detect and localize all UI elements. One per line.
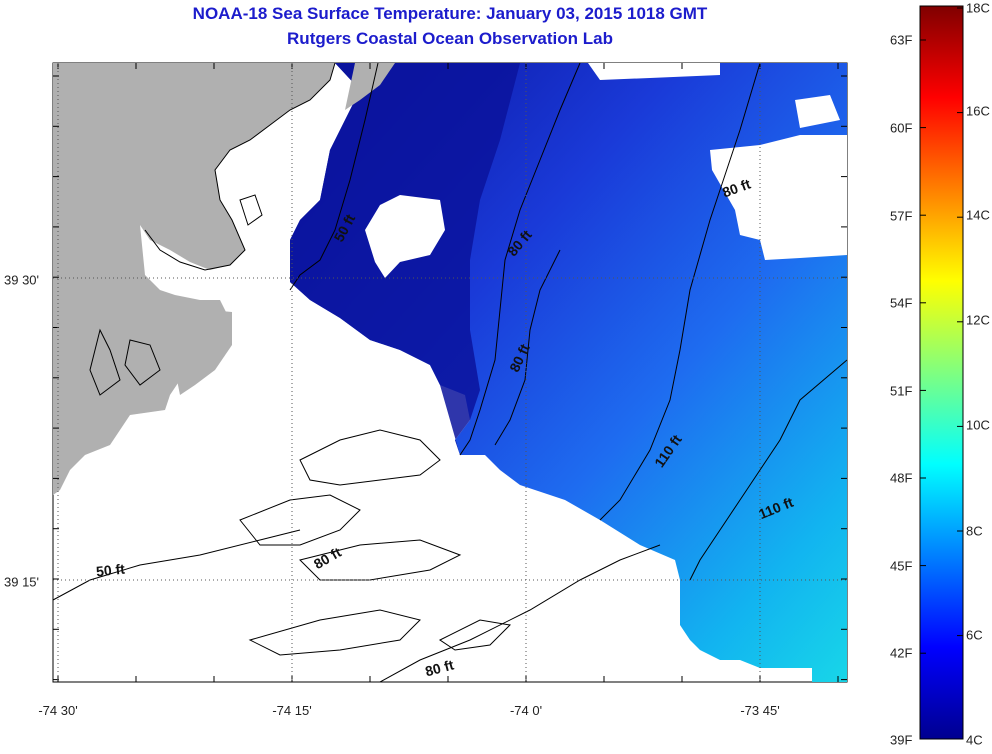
contour-110ft <box>689 359 847 581</box>
cloud-gap <box>710 135 847 260</box>
colorbar-label-f: 60F <box>890 120 913 136</box>
colorbar-ticks <box>920 7 963 654</box>
contour-80ft-south <box>379 544 661 682</box>
coastline <box>124 339 161 386</box>
x-tick-label: -73 45' <box>740 703 780 718</box>
colorbar-label-f: 45F <box>890 558 913 574</box>
land <box>53 63 335 495</box>
contour-label: 50 ft <box>95 560 126 580</box>
contour-80ft <box>494 249 561 446</box>
colorbar-label-f: 54F <box>890 295 913 311</box>
colorbar <box>919 5 964 740</box>
colorbar-label-c: 10C <box>966 417 990 433</box>
map-subtitle: Rutgers Coastal Ocean Observation Lab <box>287 29 613 48</box>
y-tick-label: 39 15' <box>4 574 40 590</box>
contour-shelf <box>248 609 421 656</box>
colorbar-label-f: 51F <box>890 383 913 399</box>
y-tick-label: 39 30' <box>4 272 40 288</box>
colorbar-label-c: 12C <box>966 312 990 328</box>
land <box>345 63 395 110</box>
contour-80ft <box>459 63 581 456</box>
contour-50ft <box>289 63 379 291</box>
x-tick-label: -74 15' <box>272 703 312 718</box>
map-title: NOAA-18 Sea Surface Temperature: January… <box>192 4 708 23</box>
colorbar-label-c: 14C <box>966 207 990 223</box>
cloud-gap <box>588 63 720 80</box>
colorbar-label-f: 39F <box>890 732 913 748</box>
x-tick-label: -74 30' <box>38 703 78 718</box>
colorbar-label-c: 4C <box>966 732 983 748</box>
colorbar-label-c: 6C <box>966 627 983 643</box>
contour-80ft-shelf <box>299 429 441 486</box>
axis-ticks <box>53 63 847 682</box>
x-tick-label: -74 0' <box>509 703 543 718</box>
coastline <box>89 328 121 396</box>
colorbar-label-c: 8C <box>966 523 983 539</box>
coastline <box>239 194 263 226</box>
contour-80ft-shelf <box>299 539 462 581</box>
colorbar-label-c: 18C <box>966 0 990 16</box>
colorbar-label-f: 48F <box>890 470 913 486</box>
colorbar-label-c: 16C <box>966 103 990 119</box>
contour-shelf <box>439 619 512 651</box>
contour-50ft-south <box>53 529 301 601</box>
colorbar-label-f: 42F <box>890 645 913 661</box>
contour-110ft <box>599 63 761 521</box>
contour-80ft-shelf <box>239 494 361 546</box>
cloud-gap <box>365 195 445 278</box>
coastline <box>144 63 336 271</box>
cloud-gap <box>795 95 840 128</box>
land <box>175 310 232 395</box>
colorbar-label-f: 57F <box>890 208 913 224</box>
colorbar-label-f: 63F <box>890 32 913 48</box>
